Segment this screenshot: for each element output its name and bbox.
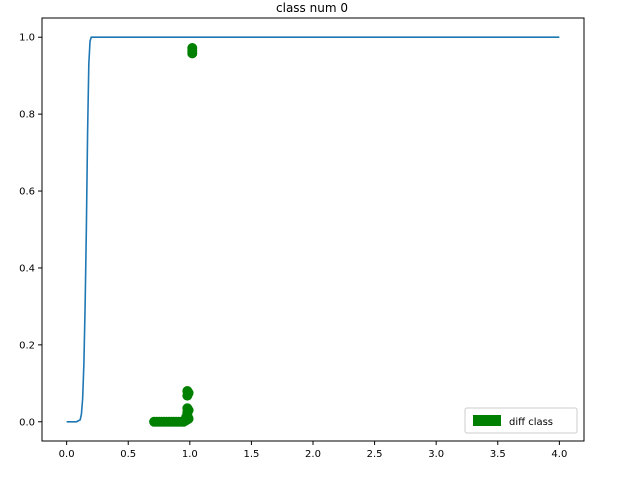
x-tick-label: 2.5	[367, 449, 383, 460]
x-tick-label: 2.0	[305, 449, 321, 460]
y-tick-label: 0.2	[19, 340, 35, 351]
x-tick-label: 4.0	[551, 449, 567, 460]
plot-area	[66, 36, 560, 427]
y-tick-label: 0.6	[19, 187, 35, 198]
y-tick-label: 0.8	[19, 110, 35, 121]
legend: diff class	[464, 407, 578, 434]
y-tick-label: 1.0	[19, 33, 35, 44]
chart-title: class num 0	[276, 1, 348, 15]
x-tick-label: 1.5	[243, 449, 259, 460]
scatter-point-21	[182, 403, 193, 414]
x-tick-label: 3.5	[490, 449, 506, 460]
scatter-point-24	[182, 386, 193, 397]
x-tick-label: 0.5	[120, 449, 136, 460]
axes: 0.0 0.5 1.0 1.5 2.0 2.5 3.0 3.5 4.0 0.0 0.2 0.4 0.6 0…	[19, 17, 585, 460]
line-series-0	[66, 36, 560, 423]
legend-label: diff class	[509, 417, 553, 428]
legend-swatch	[473, 415, 501, 426]
y-tick-label: 0.4	[19, 263, 35, 274]
legend-box	[464, 407, 578, 434]
x-tick-label: 3.0	[428, 449, 444, 460]
x-tick-label: 0.0	[59, 449, 75, 460]
y-tick-label: 0.0	[19, 417, 35, 428]
x-tick-label: 1.0	[182, 449, 198, 460]
scatter-point-27	[187, 42, 198, 53]
